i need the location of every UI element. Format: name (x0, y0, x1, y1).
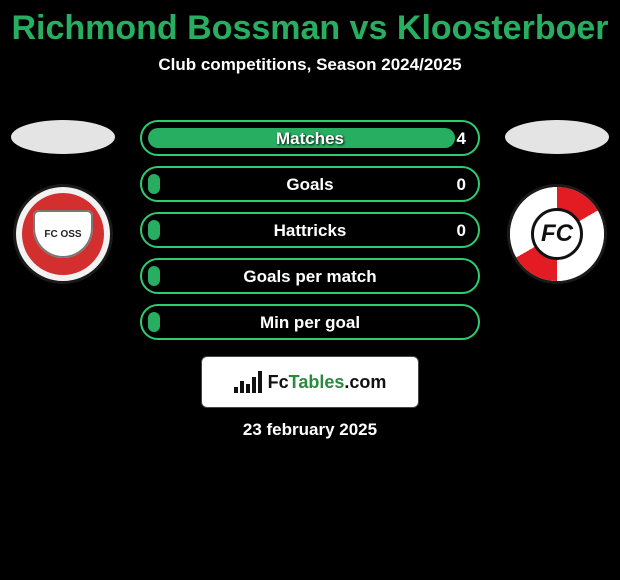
stat-value: 4 (457, 120, 466, 158)
date-text: 23 february 2025 (0, 420, 620, 440)
stats-panel: Matches4 Goals0 Hattricks0 Goals per match M… (140, 120, 480, 350)
stat-pill (140, 166, 480, 202)
stat-value: 0 (457, 166, 466, 204)
stat-fill (148, 220, 160, 240)
comparison-card: Richmond Bossman vs Kloosterboer Club co… (0, 0, 620, 580)
crest-right-letter: FC (531, 208, 583, 260)
brand-box: FcTables.com (201, 356, 419, 408)
stat-row: Goals per match (140, 258, 480, 296)
stat-pill (140, 258, 480, 294)
stat-row: Matches4 (140, 120, 480, 158)
crest-left-bg: FC OSS (22, 193, 104, 275)
stat-row: Goals0 (140, 166, 480, 204)
player-right-column: FC (502, 120, 612, 284)
stat-row: Hattricks0 (140, 212, 480, 250)
stat-pill (140, 212, 480, 248)
stat-pill (140, 304, 480, 340)
player-left-column: FC OSS (8, 120, 118, 284)
stat-fill (148, 174, 160, 194)
stat-fill (148, 312, 160, 332)
subtitle: Club competitions, Season 2024/2025 (0, 55, 620, 75)
stat-row: Min per goal (140, 304, 480, 342)
brand-part-b: Tables (289, 372, 345, 392)
stat-fill (148, 128, 455, 148)
footer-area: FcTables.com 23 february 2025 (0, 350, 620, 440)
brand-text: FcTables.com (268, 372, 387, 393)
player-left-crest: FC OSS (13, 184, 113, 284)
stat-value: 0 (457, 212, 466, 250)
player-right-avatar (505, 120, 609, 154)
stat-pill (140, 120, 480, 156)
player-right-crest: FC (507, 184, 607, 284)
player-left-avatar (11, 120, 115, 154)
crest-left-shield: FC OSS (33, 210, 93, 258)
bar-chart-icon (234, 371, 262, 393)
brand-part-a: Fc (268, 372, 289, 392)
page-title: Richmond Bossman vs Kloosterboer (0, 0, 620, 47)
stat-fill (148, 266, 160, 286)
brand-part-c: .com (344, 372, 386, 392)
